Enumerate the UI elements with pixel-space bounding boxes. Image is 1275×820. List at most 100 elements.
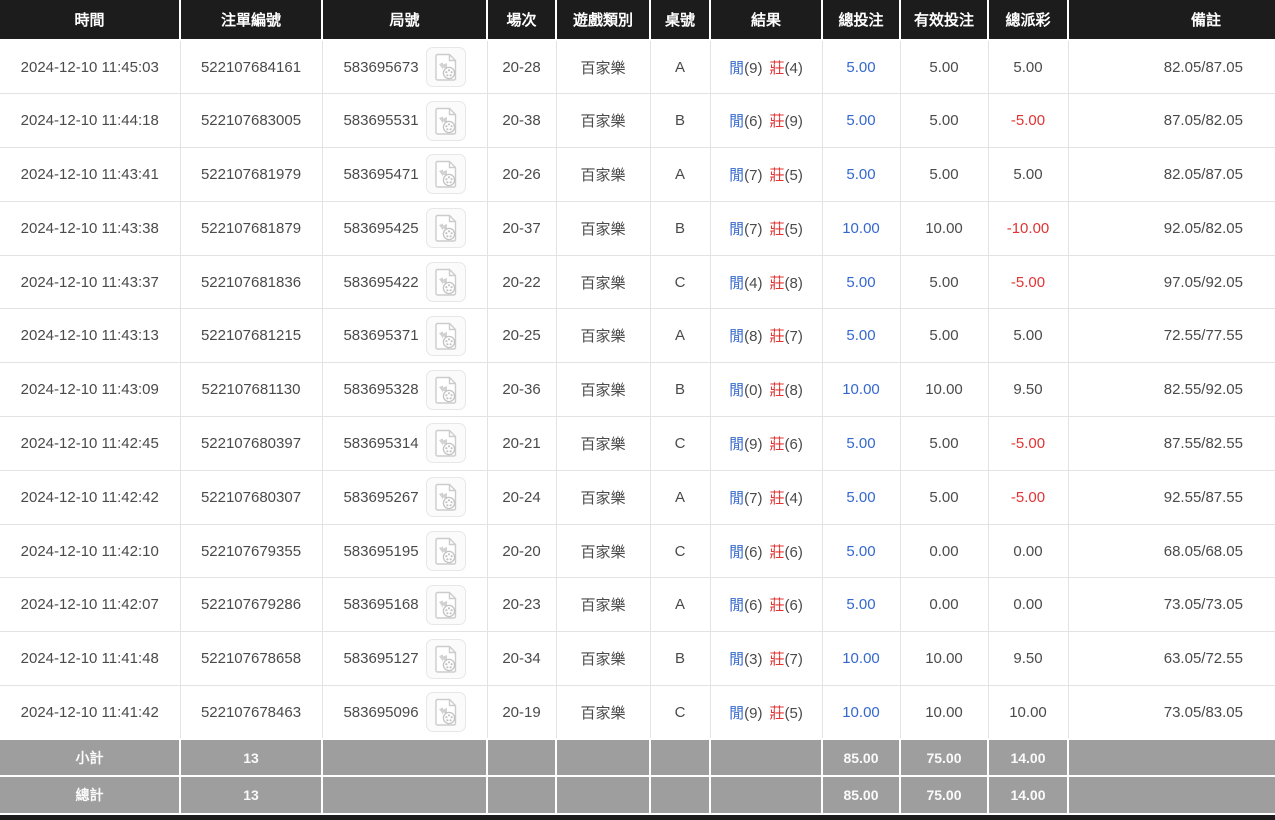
total-bet-link[interactable]: 5.00 — [846, 488, 876, 506]
result-cell: 閒(6) 莊(6) — [709, 524, 823, 579]
game-type-cell: 百家樂 — [555, 147, 651, 202]
payout-cell: 9.50 — [987, 631, 1069, 687]
result-player-label: 閒 — [729, 113, 745, 131]
payout-cell: 5.00 — [987, 147, 1069, 202]
session-cell: 20-25 — [486, 308, 557, 364]
total-bet-link[interactable]: 5.00 — [846, 273, 876, 291]
table-code-cell: C — [649, 685, 711, 740]
total-bet-link[interactable]: 5.00 — [846, 327, 876, 345]
game-type-cell: 百家樂 — [555, 416, 651, 471]
video-replay-button[interactable] — [425, 154, 466, 195]
result-player-score: (9) — [744, 59, 763, 77]
video-replay-button[interactable] — [425, 423, 466, 464]
bet-id-cell: 522107681215 — [179, 308, 323, 364]
result-cell: 閒(9) 莊(5) — [709, 685, 823, 740]
time-cell: 2024-12-10 11:43:38 — [0, 201, 181, 256]
result-player-label: 閒 — [729, 59, 745, 77]
result-banker-score: (8) — [784, 274, 803, 292]
table-row: 2024-12-10 11:43:13 522107681215 5836953… — [0, 308, 1275, 364]
video-replay-button[interactable] — [425, 692, 466, 733]
result-banker-score: (5) — [784, 166, 803, 184]
video-file-icon — [434, 430, 456, 458]
total-bet-link[interactable]: 10.00 — [842, 650, 880, 668]
empty-cell — [1067, 775, 1275, 814]
col-header-time: 時間 — [0, 0, 180, 41]
total-bet-link[interactable]: 5.00 — [846, 596, 876, 614]
total-bet-link[interactable]: 10.00 — [842, 703, 880, 721]
subtotal-label: 小計 — [0, 738, 180, 777]
total-bet-link[interactable]: 10.00 — [842, 219, 880, 237]
video-file-icon — [434, 215, 456, 242]
video-replay-button[interactable] — [425, 638, 466, 679]
result-cell: 閒(3) 莊(7) — [709, 631, 823, 687]
grand-total-total-bet: 85.00 — [821, 775, 900, 814]
video-replay-button[interactable] — [425, 47, 466, 88]
time-cell: 2024-12-10 11:41:48 — [0, 631, 181, 687]
total-bet-link[interactable]: 5.00 — [846, 434, 876, 452]
table-body: 2024-12-10 11:45:03 522107684161 5836956… — [0, 40, 1275, 740]
time-cell: 2024-12-10 11:43:09 — [0, 362, 181, 418]
total-bet-link[interactable]: 5.00 — [846, 542, 876, 560]
video-replay-button[interactable] — [425, 208, 466, 249]
bet-id-cell: 522107681979 — [179, 147, 323, 202]
result-banker-label: 莊 — [769, 543, 785, 561]
video-replay-button[interactable] — [425, 262, 466, 303]
bet-id-cell: 522107680307 — [179, 470, 323, 525]
total-bet-cell: 5.00 — [821, 577, 901, 633]
payout-value: -5.00 — [1010, 488, 1046, 506]
result-player-score: (4) — [744, 274, 763, 292]
remark-cell: 82.05/87.05 — [1067, 40, 1275, 95]
payout-cell: 0.00 — [987, 577, 1069, 633]
payout-value: 5.00 — [1013, 58, 1043, 76]
time-cell: 2024-12-10 11:43:41 — [0, 147, 181, 202]
result-banker-score: (6) — [784, 597, 803, 615]
session-cell: 20-20 — [486, 524, 557, 579]
round-id-text: 583695425 — [343, 219, 419, 237]
total-bet-link[interactable]: 5.00 — [846, 165, 876, 183]
video-replay-button[interactable] — [425, 584, 466, 625]
session-cell: 20-23 — [486, 577, 557, 633]
result-cell: 閒(4) 莊(8) — [709, 255, 823, 310]
total-bet-link[interactable]: 10.00 — [842, 381, 880, 399]
payout-cell: 0.00 — [987, 524, 1069, 579]
empty-cell — [1067, 738, 1275, 777]
valid-bet-cell: 0.00 — [899, 524, 989, 579]
result-banker-score: (6) — [784, 543, 803, 561]
video-replay-button[interactable] — [425, 477, 466, 518]
valid-bet-cell: 10.00 — [899, 201, 989, 256]
result-player-label: 閒 — [729, 489, 745, 507]
result-player-label: 閒 — [729, 651, 745, 669]
payout-cell: -5.00 — [987, 416, 1069, 471]
result-banker-score: (8) — [784, 382, 803, 400]
result-player-label: 閒 — [729, 435, 745, 453]
game-type-cell: 百家樂 — [555, 255, 651, 310]
round-id-text: 583695168 — [343, 596, 419, 614]
video-replay-button[interactable] — [425, 315, 466, 356]
payout-value: -5.00 — [1010, 434, 1046, 452]
result-cell: 閒(7) 莊(5) — [709, 201, 823, 256]
col-header-game-type: 遊戲類別 — [555, 0, 650, 41]
video-replay-button[interactable] — [425, 100, 466, 141]
total-bet-link[interactable]: 5.00 — [846, 112, 876, 130]
payout-cell: 9.50 — [987, 362, 1069, 418]
result-banker-score: (7) — [784, 651, 803, 669]
video-replay-button[interactable] — [425, 369, 466, 410]
empty-cell — [709, 738, 822, 777]
table-row: 2024-12-10 11:42:10 522107679355 5836951… — [0, 524, 1275, 579]
payout-cell: 5.00 — [987, 40, 1069, 95]
remark-cell: 82.05/87.05 — [1067, 147, 1275, 202]
game-type-cell: 百家樂 — [555, 685, 651, 740]
header-row: 時間 注單編號 局號 場次 遊戲類別 桌號 結果 總投注 有效投注 總派彩 備註 — [0, 0, 1275, 41]
table-code-cell: B — [649, 201, 711, 256]
round-id-cell: 583695425 — [321, 201, 488, 256]
payout-value: 5.00 — [1013, 327, 1043, 345]
round-id-text: 583695531 — [343, 112, 419, 130]
total-bet-cell: 10.00 — [821, 362, 901, 418]
video-file-icon — [434, 484, 456, 511]
total-bet-link[interactable]: 5.00 — [846, 58, 876, 76]
round-id-cell: 583695673 — [321, 40, 488, 95]
subtotal-valid-bet: 75.00 — [899, 738, 988, 777]
time-cell: 2024-12-10 11:43:13 — [0, 308, 181, 364]
time-cell: 2024-12-10 11:41:42 — [0, 685, 181, 740]
video-replay-button[interactable] — [425, 531, 466, 572]
